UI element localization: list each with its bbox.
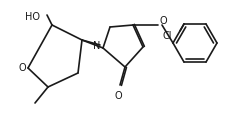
Text: O: O (18, 63, 26, 73)
Text: O: O (160, 16, 168, 26)
Text: HO: HO (25, 12, 40, 22)
Text: O: O (114, 91, 122, 101)
Text: Cl: Cl (163, 31, 172, 41)
Text: N: N (93, 41, 100, 51)
